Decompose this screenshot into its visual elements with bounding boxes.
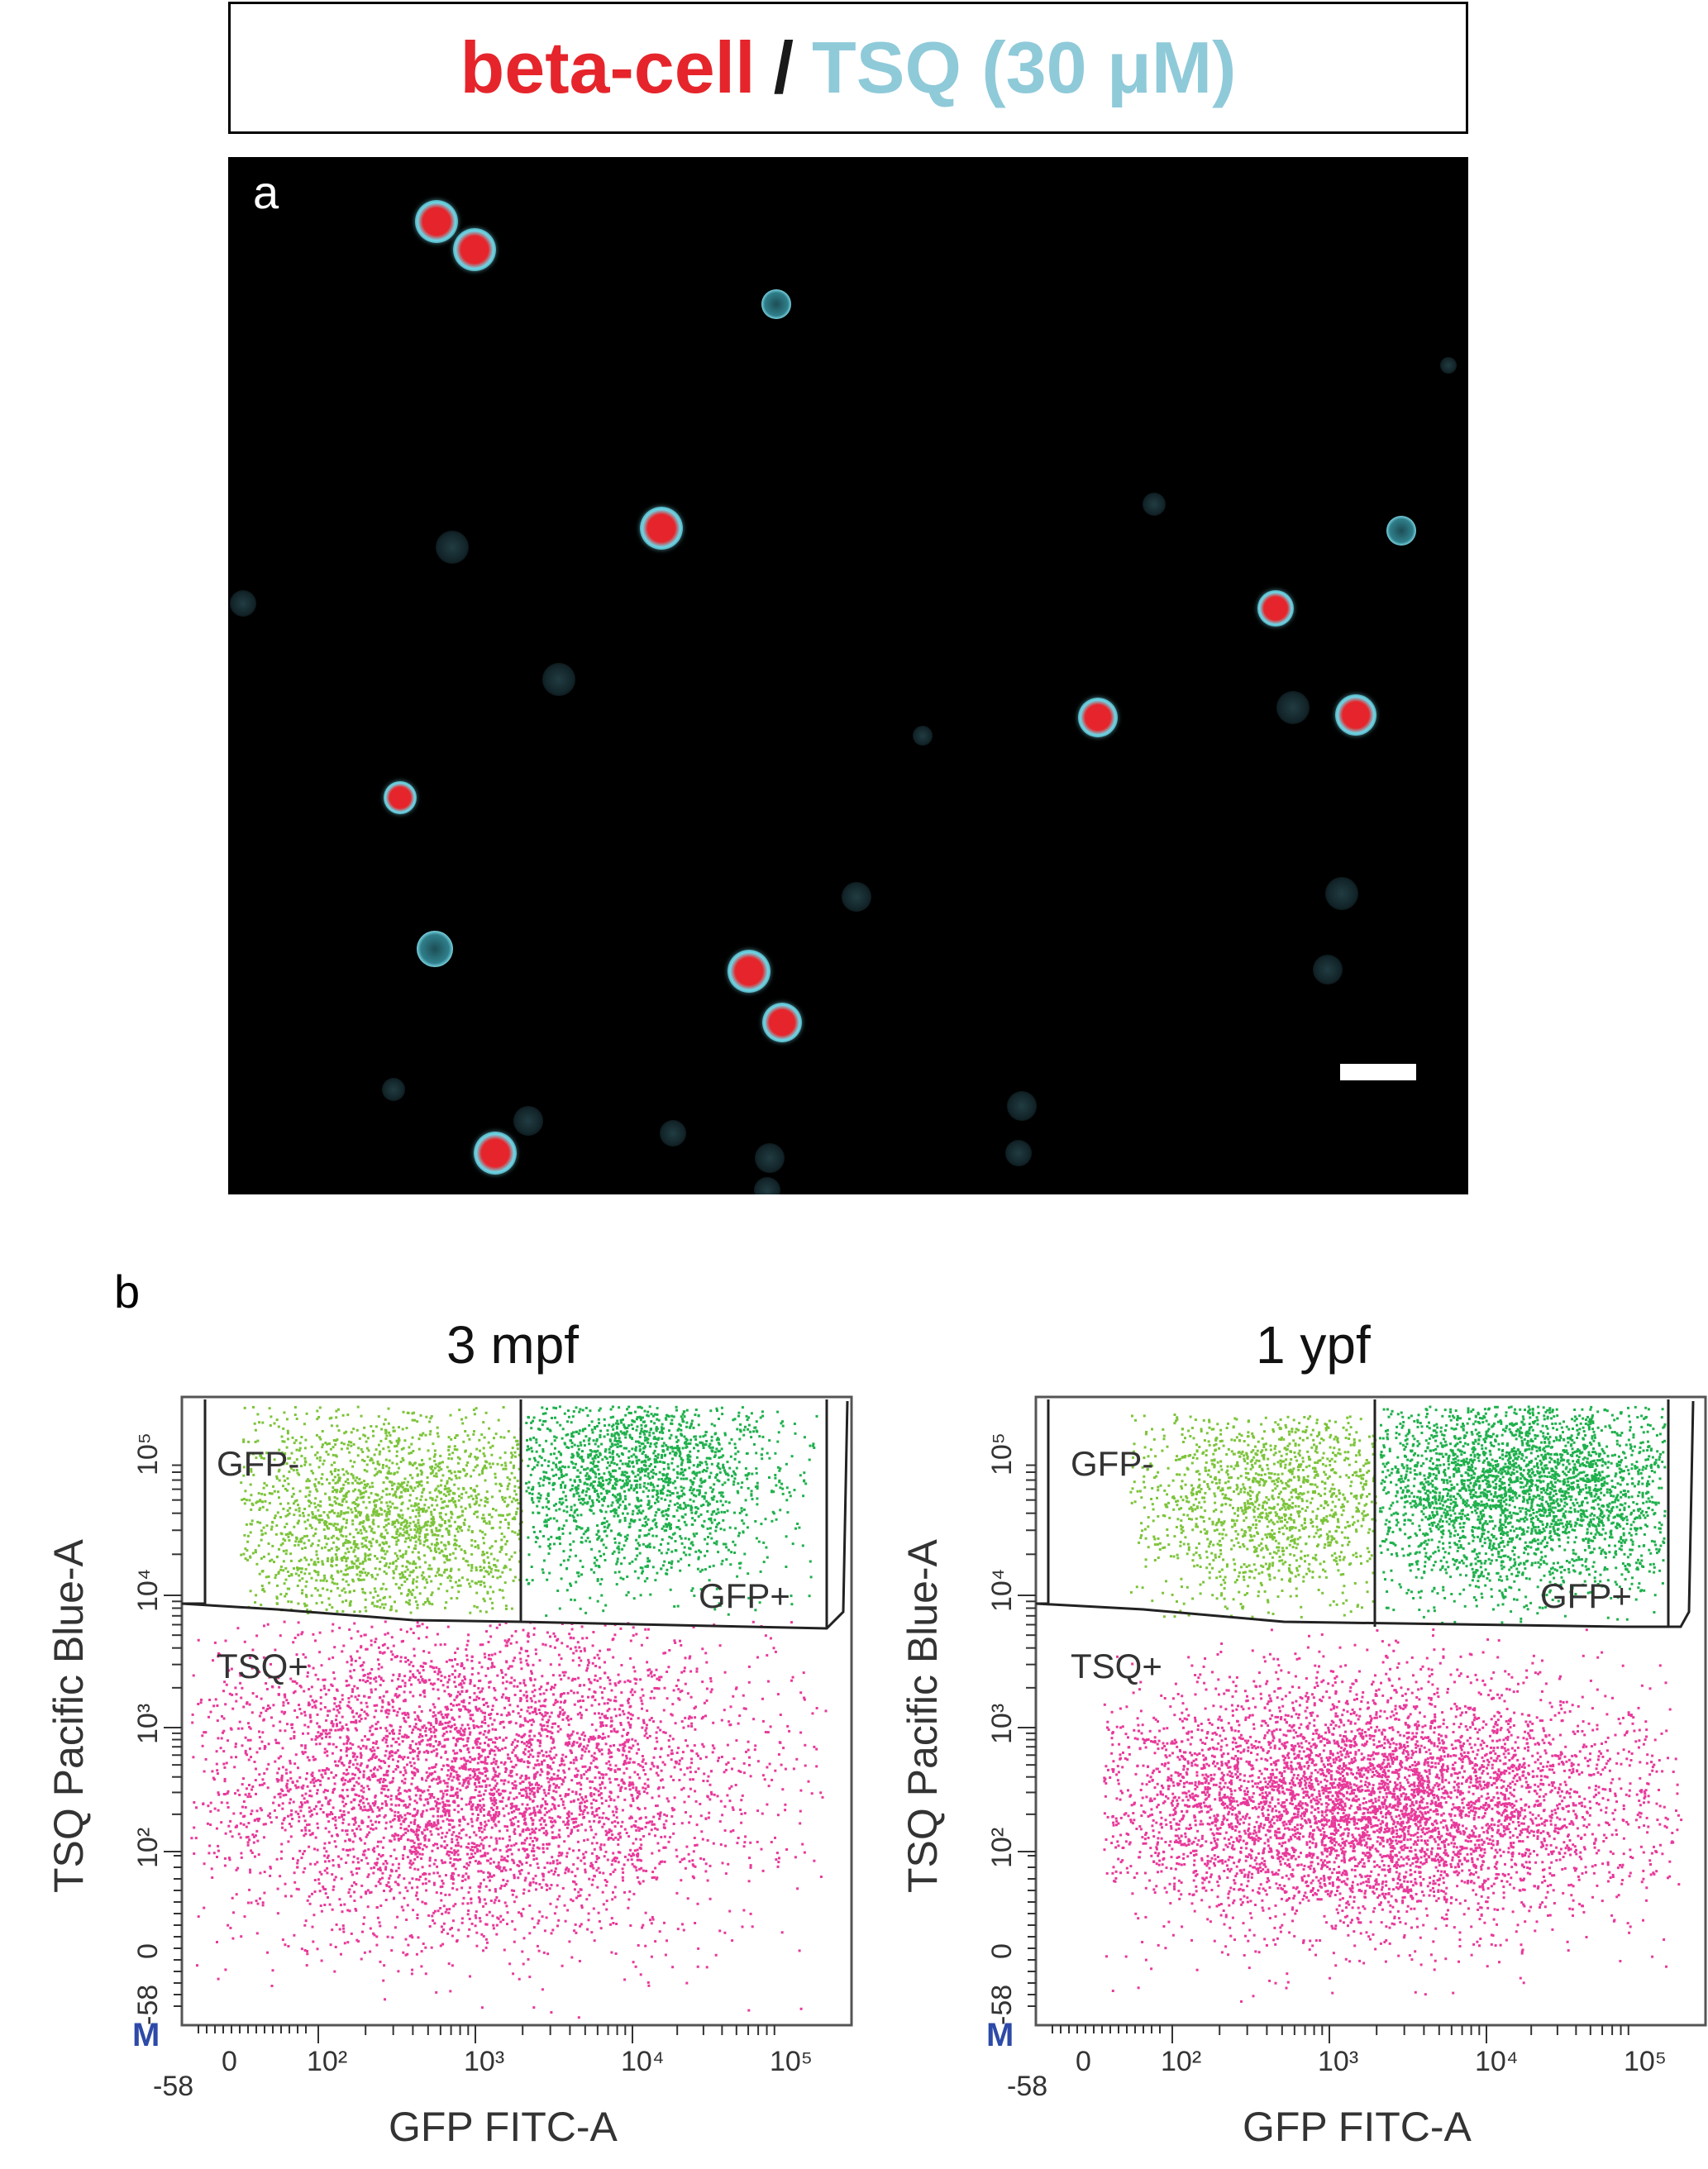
plot-frame xyxy=(180,1395,853,2027)
plot-frame xyxy=(1034,1395,1707,2027)
tsq-cell xyxy=(761,289,791,319)
beta-cell xyxy=(1257,590,1294,627)
microscopy-panel: a xyxy=(228,157,1468,1194)
beta-cell xyxy=(762,1003,802,1042)
marker-m: M xyxy=(132,2017,160,2053)
y-tick-label: -58 xyxy=(132,1985,164,2025)
x-tick-label: 10² xyxy=(1161,2046,1201,2077)
beta-cell xyxy=(1335,694,1376,736)
gfp-minus-dots xyxy=(1129,1413,1377,1618)
y-tick-label: 10³ xyxy=(132,1704,164,1744)
tsq-cell xyxy=(913,726,933,746)
legend-separator: / xyxy=(773,26,794,108)
flow-plot-3mpf: -58 0 10² 10³ 10⁴ 10⁵ -58 0 10² 10³ 10⁴ 10⁵ M GFP- GFP… xyxy=(0,1314,854,2169)
gate-label-tsq-plus: TSQ+ xyxy=(217,1647,308,1685)
x-tick-label: 10² xyxy=(307,2046,347,2077)
gfp-plus-dots xyxy=(525,1405,818,1618)
gate-label-tsq-plus: TSQ+ xyxy=(1071,1647,1162,1685)
tsq-cell xyxy=(842,882,871,912)
tsq-cell xyxy=(1005,1140,1032,1166)
y-axis-label: TSQ Pacific Blue-A xyxy=(45,1538,92,1893)
y-tick-label: 10⁵ xyxy=(132,1432,164,1475)
flow-plot-1ypf: -58 0 10² 10³ 10⁴ 10⁵ -58 0 10² 10³ 10⁴ 10⁵ M GFP- GFP… xyxy=(854,1314,1708,2169)
x-tick-label: 10⁵ xyxy=(1624,2046,1667,2077)
gate-outline xyxy=(1035,1399,1695,1628)
y-tick-label: 10⁴ xyxy=(986,1569,1018,1612)
tsq-cell xyxy=(382,1078,405,1101)
beta-cell xyxy=(384,781,417,814)
y-tick-label: 10³ xyxy=(986,1704,1018,1744)
x-tick-label: 10⁵ xyxy=(770,2046,813,2077)
beta-cell xyxy=(453,228,496,271)
tsq-cell xyxy=(436,531,469,564)
tsq-cell xyxy=(1007,1091,1037,1121)
tsq-cell xyxy=(513,1106,543,1136)
tsq-cell xyxy=(1325,877,1358,910)
y-axis-label: TSQ Pacific Blue-A xyxy=(899,1538,946,1893)
beta-cell xyxy=(728,950,771,993)
beta-cell xyxy=(474,1132,517,1175)
gfp-minus-dots xyxy=(240,1405,523,1614)
tsq-plus-dots xyxy=(1103,1628,1683,2003)
panel-letter-a: a xyxy=(253,166,279,218)
gate-label-gfp-minus: GFP- xyxy=(217,1444,299,1483)
x-tick-label: 0 xyxy=(1076,2046,1091,2077)
tsq-cell xyxy=(230,590,256,617)
x-axis-label: GFP FITC-A xyxy=(389,2104,618,2150)
x-tick-label: 10⁴ xyxy=(621,2046,664,2077)
y-tick-label: 0 xyxy=(132,1943,164,1959)
tsq-label: TSQ (30 μM) xyxy=(812,26,1237,108)
flow-scatter: -58 0 10² 10³ 10⁴ 10⁵ -58 0 10² 10³ 10⁴ 10⁵ M GFP- GFP… xyxy=(45,1395,853,2150)
tsq-cell xyxy=(755,1143,785,1173)
flow-scatter: -58 0 10² 10³ 10⁴ 10⁵ -58 0 10² 10³ 10⁴ 10⁵ M GFP- GFP… xyxy=(899,1395,1707,2150)
y-tick-label: 0 xyxy=(986,1943,1018,1959)
scale-bar xyxy=(1340,1064,1416,1080)
x-tick-label: -58 xyxy=(1007,2071,1047,2102)
y-tick-label: 10⁴ xyxy=(132,1569,164,1612)
tsq-cell xyxy=(542,663,575,696)
figure-legend-header: beta-cell / TSQ (30 μM) xyxy=(228,2,1468,134)
y-tick-label: -58 xyxy=(986,1985,1018,2025)
plot-title: 1 ypf xyxy=(1256,1315,1371,1375)
beta-cell xyxy=(415,200,458,243)
beta-cell xyxy=(640,507,683,550)
gfp-plus-dots xyxy=(1379,1405,1667,1624)
gate-label-gfp-plus: GFP+ xyxy=(1540,1576,1632,1615)
x-tick-label: 10⁴ xyxy=(1475,2046,1518,2077)
tsq-cell xyxy=(1276,691,1310,724)
beta-cell-label: beta-cell xyxy=(460,26,756,108)
beta-cell xyxy=(1078,698,1118,737)
x-tick-label: 0 xyxy=(222,2046,237,2077)
x-tick-label: -58 xyxy=(153,2071,193,2102)
gate-label-gfp-minus: GFP- xyxy=(1071,1444,1153,1483)
tsq-cell xyxy=(1386,516,1416,546)
tsq-cell xyxy=(754,1177,780,1194)
tsq-plus-dots xyxy=(190,1620,828,2019)
y-tick-label: 10² xyxy=(986,1828,1018,1868)
y-tick-label: 10² xyxy=(132,1828,164,1868)
x-tick-label: 10³ xyxy=(1318,2046,1358,2077)
axis-ticks xyxy=(1018,1464,1629,2043)
gate-outline xyxy=(181,1399,849,1630)
x-tick-label: 10³ xyxy=(464,2046,504,2077)
tsq-cell xyxy=(660,1120,686,1146)
axis-ticks xyxy=(164,1464,775,2043)
y-tick-label: 10⁵ xyxy=(986,1432,1018,1475)
x-axis-label: GFP FITC-A xyxy=(1243,2104,1472,2150)
marker-m: M xyxy=(986,2017,1014,2053)
tsq-cell xyxy=(1143,493,1166,516)
tsq-cell xyxy=(1440,357,1457,374)
tsq-cell xyxy=(1313,955,1343,984)
tsq-cell xyxy=(417,931,453,967)
plot-title: 3 mpf xyxy=(446,1315,580,1375)
panel-letter-b: b xyxy=(114,1266,141,1318)
gate-label-gfp-plus: GFP+ xyxy=(699,1576,790,1615)
